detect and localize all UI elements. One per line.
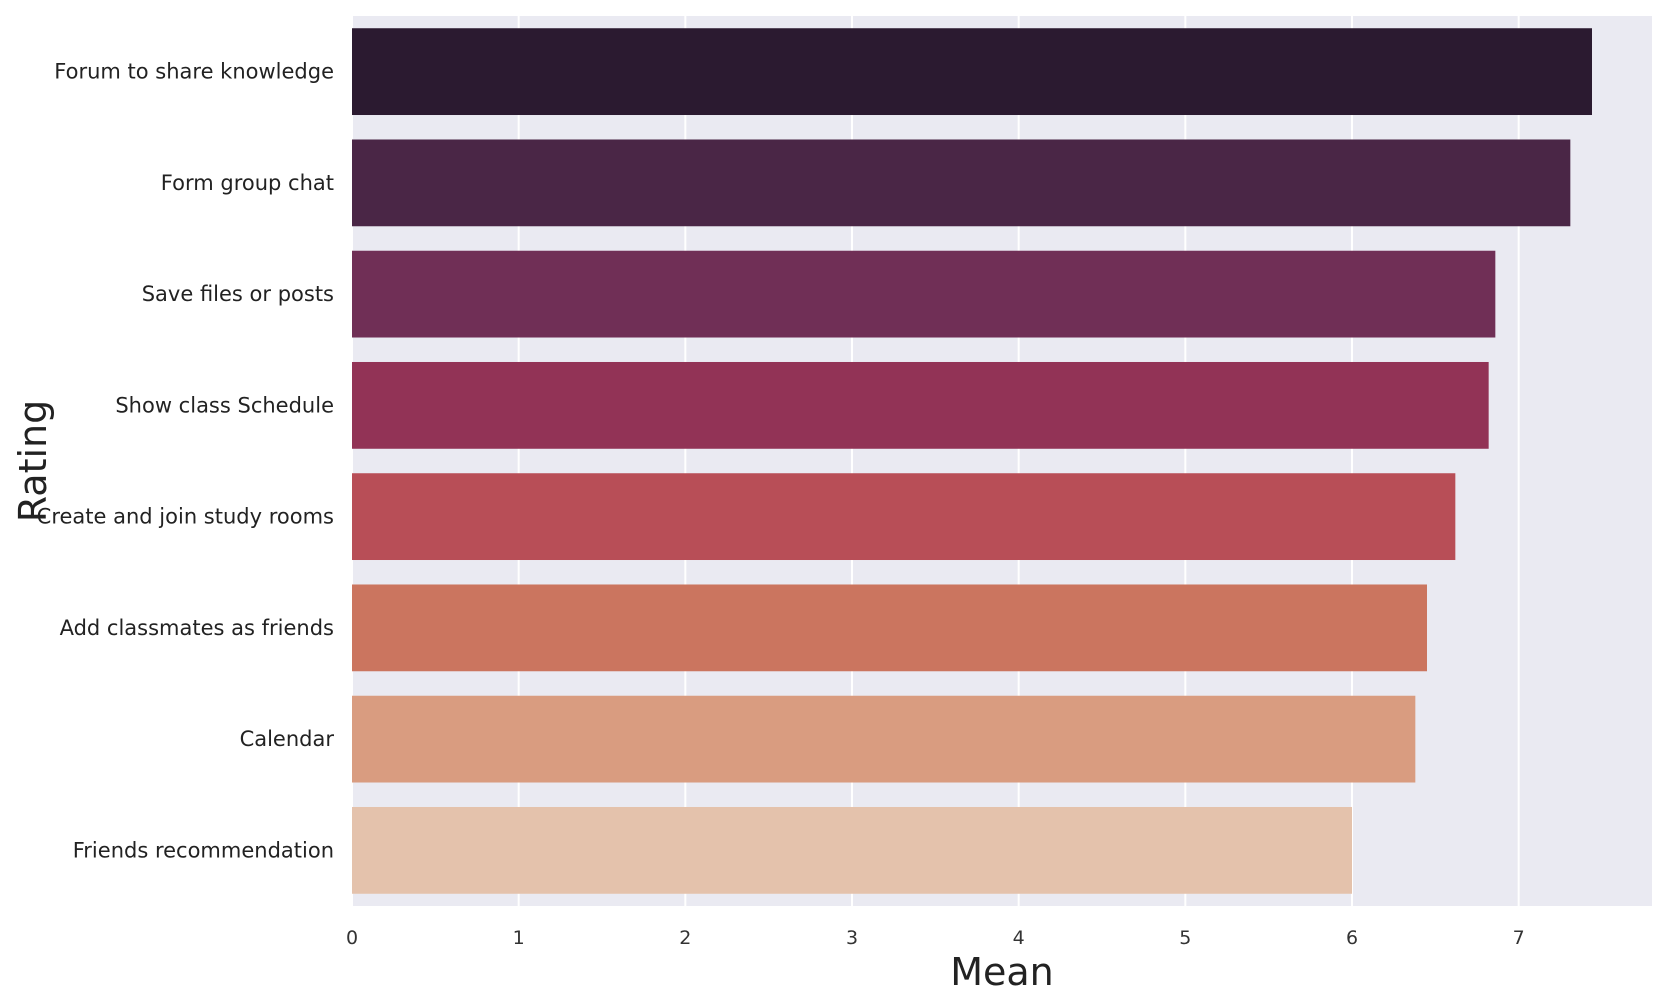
bar-4 [352,473,1456,561]
bar-5 [352,584,1427,672]
category-labels: Forum to share knowledge Form group chat S… [37,60,335,863]
category-label-4: Create and join study rooms [37,505,334,529]
category-label-0: Forum to share knowledge [54,60,334,84]
category-label-3: Show class Schedule [115,393,334,417]
x-tick-label-5: 5 [1179,927,1191,949]
y-axis-title: Rating [11,400,55,523]
bars [352,28,1592,894]
x-tick-label-0: 0 [346,927,358,949]
category-label-6: Calendar [240,727,335,751]
bar-1 [352,139,1571,227]
bar-7 [352,806,1352,894]
bar-0 [352,28,1592,116]
bar-6 [352,695,1416,783]
x-tick-labels: 0 1 2 3 4 5 6 7 [346,927,1525,949]
category-label-2: Save files or posts [142,282,334,306]
bar-2 [352,250,1496,338]
x-axis-title: Mean [950,950,1054,994]
x-tick-label-1: 1 [513,927,525,949]
x-tick-label-2: 2 [679,927,691,949]
x-tick-label-4: 4 [1013,927,1025,949]
category-label-1: Form group chat [161,171,334,195]
x-tick-label-3: 3 [846,927,858,949]
category-label-5: Add classmates as friends [60,616,334,640]
category-label-7: Friends recommendation [73,838,334,862]
bar-3 [352,361,1489,449]
x-tick-label-7: 7 [1513,927,1525,949]
x-tick-label-6: 6 [1346,927,1358,949]
